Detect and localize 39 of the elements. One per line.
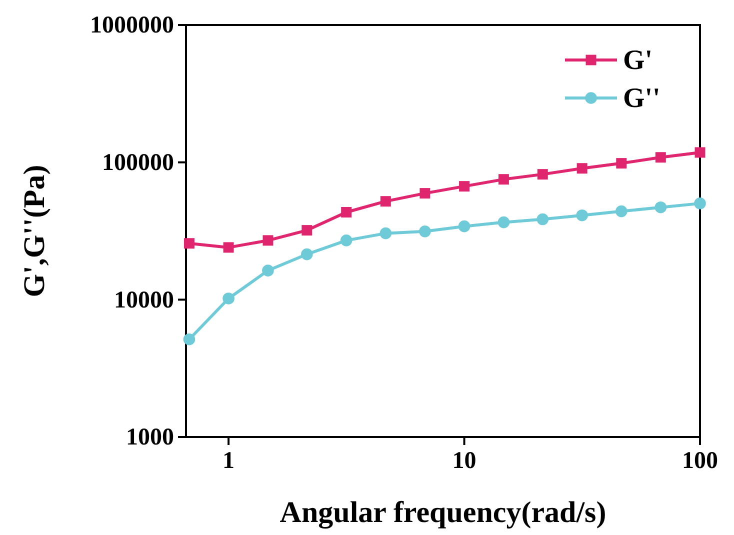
point: [576, 209, 588, 222]
legend-label: G'': [623, 83, 660, 114]
x-tick-label: 100: [682, 448, 718, 474]
x-axis-title: Angular frequency(rad/s): [280, 496, 606, 529]
point: [615, 205, 628, 218]
point: [420, 188, 430, 199]
y-tick-label: 10000: [114, 287, 174, 314]
point: [537, 169, 548, 180]
y-tick-label: 100000: [102, 150, 174, 176]
y-tick-label: 1000: [126, 424, 174, 451]
point: [458, 220, 470, 232]
point: [340, 234, 352, 246]
point: [654, 201, 667, 214]
point: [183, 333, 196, 346]
point: [616, 158, 627, 169]
point: [536, 213, 549, 226]
point: [498, 216, 510, 228]
point: [302, 225, 312, 236]
point: [184, 238, 194, 249]
point: [380, 227, 392, 240]
x-tick-label: 1: [222, 448, 235, 474]
y-axis-title: G',G''(Pa): [18, 164, 51, 298]
point: [498, 174, 509, 185]
point: [223, 242, 234, 253]
point: [576, 163, 588, 174]
point: [300, 248, 313, 260]
legend-label: G': [623, 45, 653, 76]
point: [694, 198, 706, 210]
y-tick-label: 1000000: [90, 12, 174, 39]
point: [655, 152, 666, 163]
point: [262, 264, 274, 276]
point: [222, 292, 234, 304]
point: [419, 226, 431, 238]
point: [694, 147, 706, 158]
point: [341, 207, 352, 218]
x-tick-label: 10: [452, 448, 476, 474]
point: [380, 196, 391, 207]
point: [459, 181, 470, 192]
point: [262, 235, 274, 246]
